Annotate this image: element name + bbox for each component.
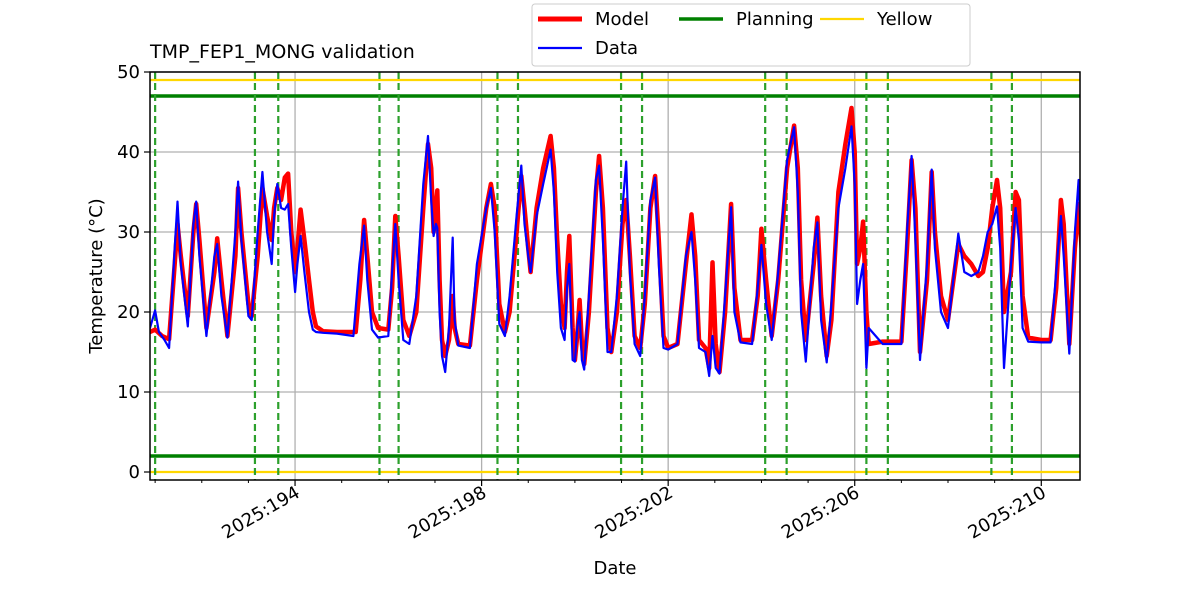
x-tick-label: 2025:206 xyxy=(778,482,863,543)
x-tick-label: 2025:198 xyxy=(405,482,490,543)
series-lines xyxy=(150,105,1080,378)
data-series-line xyxy=(150,125,1080,378)
legend-label-yellow: Yellow xyxy=(876,9,932,30)
y-axis-label: Temperature (°C) xyxy=(86,198,107,354)
y-tick-label: 30 xyxy=(117,222,140,243)
x-tick-label: 2025:202 xyxy=(591,482,676,543)
chart-title: TMP_FEP1_MONG validation xyxy=(149,41,415,63)
x-axis-label: Date xyxy=(593,558,636,579)
y-tick-label: 50 xyxy=(117,62,140,83)
y-tick-label: 40 xyxy=(117,142,140,163)
threshold-lines xyxy=(150,78,1080,474)
y-tick-label: 0 xyxy=(129,462,140,483)
x-tick-label: 2025:210 xyxy=(965,482,1050,543)
x-axis-ticks: 2025:194 2025:198 2025:202 2025:206 2025:210 xyxy=(154,480,1050,543)
x-tick-label: 2025:194 xyxy=(218,482,303,543)
legend-label-model: Model xyxy=(595,9,649,30)
model-series-line xyxy=(150,105,1080,375)
legend-label-data: Data xyxy=(595,38,638,59)
y-tick-label: 10 xyxy=(117,382,140,403)
event-markers xyxy=(154,72,1014,480)
legend-label-planning: Planning xyxy=(736,9,814,30)
y-axis-ticks: 0 10 20 30 40 50 xyxy=(117,62,150,483)
legend: Model Data Planning Yellow xyxy=(531,3,971,67)
y-tick-label: 20 xyxy=(117,302,140,323)
plot-frame xyxy=(149,71,1081,481)
